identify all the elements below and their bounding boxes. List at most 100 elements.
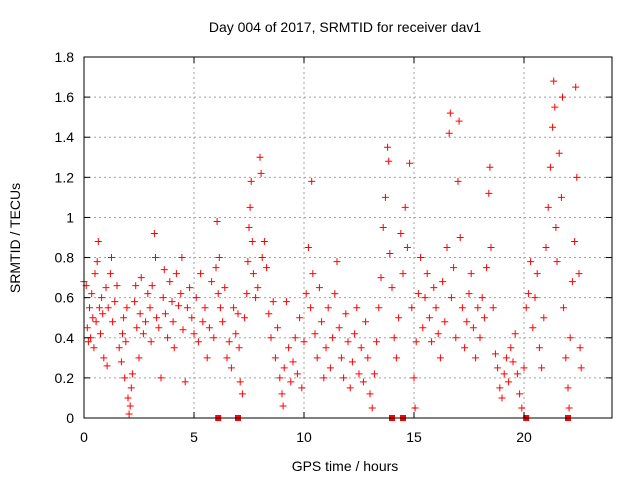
data-point [131,298,139,306]
data-point [123,304,131,312]
data-point [565,404,573,412]
x-tick-label: 20 [516,429,532,445]
data-point [562,354,570,362]
data-point [452,334,460,342]
data-point [469,324,477,332]
data-point [494,364,502,372]
data-point [458,304,466,312]
data-point [213,217,221,225]
data-point [461,344,469,352]
data-point [463,318,471,326]
data-point [421,294,429,302]
data-point [576,344,584,352]
data-point [183,304,191,312]
data-point [86,304,93,312]
data-point [480,314,488,322]
data-point [516,390,524,398]
y-tick-label: 1.4 [55,129,75,145]
data-point [221,284,229,292]
data-point [291,334,299,342]
data-point [465,290,473,298]
data-point [175,302,183,310]
data-point [419,324,427,332]
data-point [132,282,140,290]
data-point [408,304,416,312]
data-point [104,304,112,312]
x-tick-label: 0 [80,429,88,445]
data-point [509,358,517,366]
data-point [111,298,119,306]
data-point [245,223,253,231]
data-point [577,364,585,372]
data-point [513,370,521,378]
chart-title: Day 004 of 2017, SRMTID for receiver dav… [209,19,482,35]
data-point [417,254,425,262]
data-point [106,270,114,278]
data-point [414,290,422,298]
data-point [496,384,504,392]
data-point [225,338,233,346]
data-point [137,274,145,282]
data-point [92,318,100,326]
data-point [157,374,165,382]
data-point [555,149,563,157]
data-point [353,304,361,312]
data-point [320,374,328,382]
data-point [168,298,176,306]
x-tick-label: 10 [296,429,312,445]
data-point [155,324,163,332]
data-point [355,370,363,378]
data-point [241,314,249,322]
data-point [93,258,101,266]
data-point [238,390,246,398]
data-point [109,318,117,326]
data-point [546,163,554,171]
data-point [160,266,168,274]
data-point [147,338,155,346]
data-point [505,378,513,386]
data-point [446,109,454,117]
data-point [542,244,550,252]
data-point [249,270,257,278]
data-point [476,334,484,342]
data-point [119,330,126,338]
data-point [148,282,156,290]
data-point [364,354,372,362]
data-point [235,344,243,352]
data-point [318,318,326,326]
data-point [280,364,288,372]
y-tick-label: 0.6 [55,290,75,306]
data-point [214,290,222,298]
data-point [487,244,495,252]
y-tick-label: 0.8 [55,250,75,266]
data-point [164,334,172,342]
data-point [344,338,352,346]
data-point [232,330,240,338]
data-point [247,177,255,185]
data-point [373,338,381,346]
data-point [483,264,491,272]
data-point [269,298,277,306]
data-point [91,270,99,278]
data-point [94,238,102,246]
data-point [324,304,332,312]
plot-area-border [83,56,613,419]
data-point [447,294,455,302]
data-point [192,294,200,302]
data-point [522,304,530,312]
data-point [115,344,123,352]
data-point [550,77,558,85]
data-point [430,284,438,292]
data-point [538,364,546,372]
data-point [136,310,144,318]
data-point [520,364,528,372]
data-point [357,344,365,352]
data-point [370,370,378,378]
data-point [454,177,462,185]
data-point [215,254,223,262]
data-point [377,274,385,282]
data-point [244,258,252,266]
data-point [337,354,345,362]
data-point [439,278,447,286]
data-point [348,358,356,366]
